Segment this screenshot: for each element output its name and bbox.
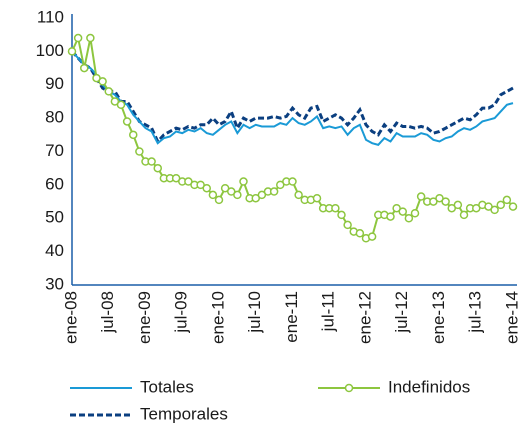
point bbox=[502, 195, 512, 205]
series-line bbox=[70, 50, 514, 145]
point bbox=[288, 177, 297, 186]
point bbox=[135, 147, 144, 156]
x-tick-label: jul-09 bbox=[172, 291, 191, 334]
point bbox=[202, 183, 211, 193]
y-tick-label: 90 bbox=[45, 74, 64, 93]
x-tick-label: ene-10 bbox=[208, 291, 227, 344]
point bbox=[441, 197, 450, 206]
legend-marker bbox=[344, 383, 354, 393]
point bbox=[122, 117, 132, 126]
point bbox=[233, 190, 242, 200]
point bbox=[86, 33, 95, 43]
point bbox=[294, 190, 303, 200]
point bbox=[208, 190, 218, 200]
point bbox=[67, 47, 77, 56]
point bbox=[147, 157, 156, 166]
x-tick-label: jul-12 bbox=[392, 291, 411, 334]
point bbox=[337, 210, 346, 220]
point bbox=[367, 232, 377, 241]
point bbox=[398, 207, 407, 216]
point bbox=[98, 77, 107, 86]
y-tick-label: 100 bbox=[36, 41, 64, 60]
y-tick-label: 60 bbox=[45, 174, 64, 193]
y-tick-label: 110 bbox=[37, 7, 64, 26]
x-tick-label: ene-11 bbox=[282, 291, 301, 343]
point bbox=[490, 205, 499, 215]
legend-label: Totales bbox=[140, 377, 194, 396]
y-tick-label: 70 bbox=[45, 141, 64, 160]
point bbox=[214, 195, 224, 205]
point bbox=[129, 130, 138, 140]
point bbox=[410, 208, 420, 218]
x-tick-label: ene-08 bbox=[61, 291, 80, 344]
x-tick-label: ene-13 bbox=[429, 291, 448, 344]
point bbox=[386, 212, 395, 221]
x-tick-label: jul-11 bbox=[319, 291, 338, 332]
point bbox=[312, 193, 322, 203]
x-tick-label: jul-10 bbox=[245, 291, 264, 334]
point bbox=[416, 192, 426, 201]
point bbox=[239, 177, 248, 186]
point bbox=[496, 200, 505, 210]
series-line bbox=[71, 50, 514, 146]
point bbox=[404, 214, 414, 223]
x-tick-label: jul-08 bbox=[98, 291, 117, 334]
point bbox=[80, 63, 89, 73]
point bbox=[331, 203, 340, 213]
x-tick-label: ene-14 bbox=[502, 291, 521, 344]
y-tick-label: 80 bbox=[45, 108, 64, 127]
y-tick-label: 50 bbox=[45, 208, 64, 227]
y-tick-label: 30 bbox=[45, 274, 64, 293]
point bbox=[453, 200, 463, 210]
point bbox=[104, 87, 113, 96]
point bbox=[459, 210, 469, 220]
point bbox=[73, 33, 83, 43]
x-tick-label: jul-13 bbox=[466, 291, 485, 334]
legend-label: Indefinidos bbox=[388, 377, 470, 396]
point bbox=[508, 202, 518, 211]
point bbox=[355, 229, 365, 238]
x-tick-label: ene-09 bbox=[135, 291, 154, 344]
x-tick-label: ene-12 bbox=[355, 291, 374, 344]
point bbox=[269, 187, 279, 196]
y-tick-label: 40 bbox=[45, 241, 64, 260]
point bbox=[343, 220, 352, 230]
legend-label: Temporales bbox=[140, 404, 228, 423]
point bbox=[116, 100, 126, 110]
point bbox=[153, 163, 162, 173]
